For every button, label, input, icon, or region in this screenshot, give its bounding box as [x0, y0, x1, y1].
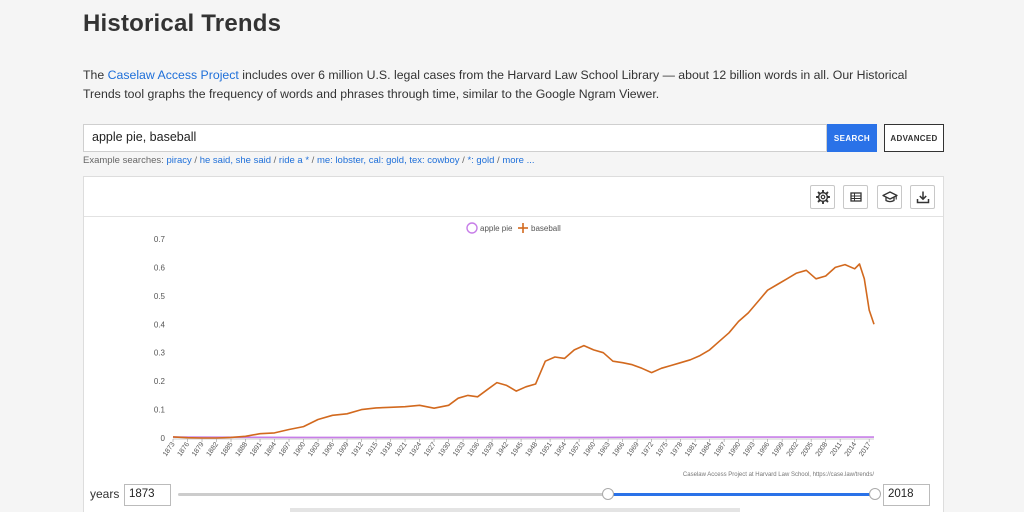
- x-tick-label: 1906: [322, 441, 337, 458]
- gear-icon: [815, 190, 830, 204]
- x-tick-label: 1894: [263, 441, 278, 458]
- x-tick-label: 1984: [699, 441, 714, 458]
- intro-paragraph: The Caselaw Access Project includes over…: [83, 66, 933, 104]
- start-year-handle[interactable]: [601, 488, 614, 500]
- table-icon: [849, 192, 862, 202]
- x-tick-label: 1966: [612, 441, 627, 458]
- settings-button[interactable]: [810, 185, 835, 209]
- x-tick-label: 1918: [380, 441, 395, 458]
- y-tick-label: 0.2: [154, 377, 166, 386]
- x-tick-label: 1978: [670, 441, 685, 458]
- advanced-button[interactable]: ADVANCED: [884, 124, 944, 152]
- x-tick-label: 1963: [597, 441, 612, 458]
- x-tick-label: 2011: [829, 441, 843, 457]
- start-year-input[interactable]: 1873: [124, 484, 171, 506]
- x-tick-label: 1981: [684, 441, 699, 458]
- x-tick-label: 1951: [539, 441, 554, 458]
- x-tick-label: 1885: [220, 441, 235, 458]
- search-input[interactable]: apple pie, baseball: [83, 124, 827, 152]
- download-button[interactable]: [910, 185, 935, 209]
- intro-prefix: The: [83, 68, 108, 82]
- x-tick-label: 1945: [510, 441, 525, 458]
- x-tick-label: 1969: [626, 441, 641, 458]
- x-tick-label: 1900: [293, 441, 308, 458]
- x-tick-label: 1879: [191, 441, 206, 458]
- y-tick-label: 0.4: [154, 320, 166, 329]
- x-tick-label: 1993: [742, 441, 757, 458]
- x-tick-label: 1873: [162, 441, 177, 458]
- x-tick-label: 1987: [713, 441, 728, 458]
- x-tick-label: 1933: [452, 441, 467, 458]
- x-tick-label: 1924: [409, 441, 424, 458]
- end-year-input[interactable]: 2018: [883, 484, 930, 506]
- x-tick-label: 1921: [394, 441, 409, 458]
- y-tick-label: 0.7: [154, 235, 166, 244]
- x-tick-label: 1975: [655, 441, 670, 458]
- x-tick-label: 1891: [249, 441, 264, 458]
- example-link[interactable]: *: gold: [467, 155, 495, 166]
- chart-source-note: Caselaw Access Project at Harvard Law Sc…: [683, 472, 874, 478]
- y-tick-label: 0.5: [154, 292, 166, 301]
- x-tick-label: 1903: [307, 441, 322, 458]
- x-tick-label: 1942: [496, 441, 511, 458]
- x-tick-label: 1912: [351, 441, 366, 458]
- x-tick-label: 1972: [641, 441, 656, 458]
- legend-label-apple-pie: apple pie: [480, 224, 513, 233]
- example-link[interactable]: he said, she said: [199, 155, 271, 166]
- download-icon: [916, 191, 929, 204]
- legend-label-baseball: baseball: [531, 224, 561, 233]
- x-tick-label: 2008: [815, 441, 830, 458]
- x-tick-label: 1960: [583, 441, 598, 458]
- x-tick-label: 2014: [844, 441, 859, 458]
- x-tick-label: 1876: [176, 441, 191, 458]
- example-link[interactable]: me: lobster, cal: gold, tex: cowboy: [316, 155, 460, 166]
- more-examples-link[interactable]: more ...: [502, 155, 535, 166]
- x-tick-label: 1939: [481, 441, 496, 458]
- y-tick-label: 0.1: [154, 406, 166, 415]
- x-tick-label: 1909: [336, 441, 351, 458]
- citation-button[interactable]: [877, 185, 902, 209]
- x-tick-label: 1990: [728, 441, 743, 458]
- y-tick-label: 0.6: [154, 263, 166, 272]
- chart-toolbar: [84, 177, 943, 217]
- series-line: [172, 263, 875, 439]
- legend-marker-apple-pie: [466, 222, 478, 234]
- x-tick-label: 1936: [467, 441, 482, 458]
- page-title: Historical Trends: [83, 10, 282, 37]
- graduation-cap-icon: [881, 191, 898, 203]
- example-searches: Example searches: piracy / he said, she …: [83, 155, 535, 166]
- end-year-handle[interactable]: [869, 488, 881, 500]
- bottom-shadow: [290, 508, 740, 512]
- x-tick-label: 1888: [234, 441, 249, 458]
- x-tick-label: 1954: [554, 441, 569, 458]
- years-label: years: [90, 487, 120, 501]
- x-tick-label: 2005: [800, 441, 815, 458]
- x-tick-label: 2002: [786, 441, 801, 458]
- x-tick-label: 1915: [365, 441, 380, 458]
- intro-suffix: includes over 6 million U.S. legal cases…: [83, 68, 908, 101]
- y-tick-label: 0: [161, 434, 166, 443]
- example-link[interactable]: ride a *: [278, 155, 310, 166]
- example-searches-label: Example searches:: [83, 155, 167, 166]
- x-tick-label: 2017: [858, 441, 873, 458]
- year-range-slider[interactable]: [178, 493, 875, 496]
- x-tick-label: 1927: [423, 441, 438, 458]
- chart-card: 0 0.1 0.2 0.3 0.4 0.5 0.6 0.7 1873 1876 1879 1882 18…: [83, 176, 944, 512]
- table-view-button[interactable]: [843, 185, 868, 209]
- x-tick-label: 1882: [205, 441, 220, 458]
- year-range-selection: [607, 493, 875, 496]
- x-tick-label: 1957: [568, 441, 583, 458]
- x-tick-label: 1930: [438, 441, 453, 458]
- x-tick-label: 1999: [771, 441, 786, 458]
- caselaw-access-project-link[interactable]: Caselaw Access Project: [107, 68, 239, 82]
- x-tick-label: 1948: [525, 441, 540, 458]
- x-tick-label: 1996: [757, 441, 772, 458]
- x-tick-label: 1897: [278, 441, 293, 458]
- search-button[interactable]: SEARCH: [827, 124, 877, 152]
- example-link[interactable]: piracy: [166, 155, 192, 166]
- y-tick-label: 0.3: [154, 349, 166, 358]
